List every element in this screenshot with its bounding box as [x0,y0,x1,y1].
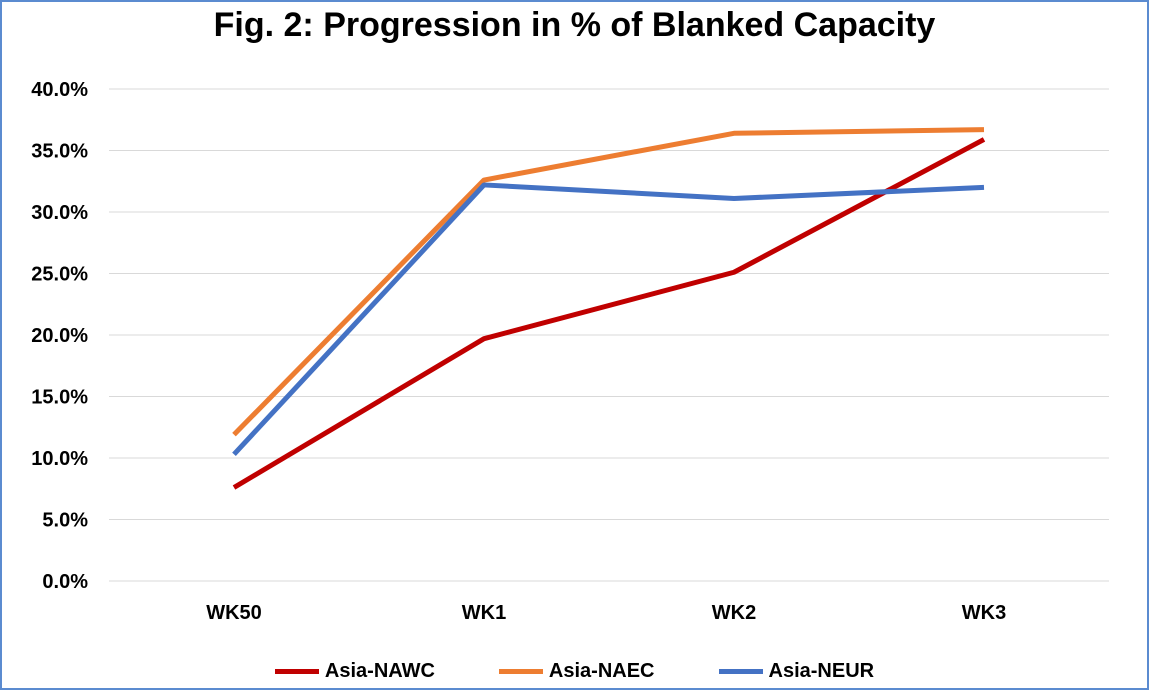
series-lines [232,127,986,490]
grid-lines [109,88,1109,582]
y-tick-label: 5.0% [42,510,88,532]
x-tick-label: WK50 [206,602,262,624]
legend-swatch-nawc [274,668,319,674]
y-tick-label: 15.0% [31,387,88,409]
series-line-asia-neur [232,182,985,457]
legend-item-nawc: Asia-NAWC [274,659,435,683]
line-chart: 0.0% 5.0% 10.0% 15.0% 20.0% 25.0% 30.0% 35.0% 40… [31,79,1109,624]
series-line-asia-nawc [232,137,986,490]
x-tick-label: WK1 [462,602,506,624]
chart-title: Fig. 2: Progression in % of Blanked Capa… [213,6,936,44]
legend-swatch-neur [718,668,763,674]
legend-item-naec: Asia-NAEC [498,659,655,683]
x-axis-ticks: WK50 WK1 WK2 WK3 [206,602,1006,624]
legend-item-neur: Asia-NEUR [718,659,875,683]
y-axis-ticks: 0.0% 5.0% 10.0% 15.0% 20.0% 25.0% 30.0% 35.0% 40… [31,79,88,593]
y-tick-label: 25.0% [31,264,88,286]
y-tick-label: 0.0% [42,571,88,593]
legend-label-naec: Asia-NAEC [548,659,655,682]
x-tick-label: WK2 [712,602,756,624]
x-tick-label: WK3 [962,602,1006,624]
y-tick-label: 20.0% [31,325,88,347]
y-tick-label: 30.0% [31,202,88,224]
y-tick-label: 40.0% [31,79,88,101]
y-tick-label: 10.0% [31,448,88,470]
legend-swatch-naec [498,668,543,674]
legend-label-neur: Asia-NEUR [768,659,875,682]
legend-label-nawc: Asia-NAWC [324,659,435,682]
series-line-asia-naec [232,127,985,437]
legend: Asia-NAWC Asia-NAEC Asia-NEUR [2,657,1147,685]
y-tick-label: 35.0% [31,141,88,163]
